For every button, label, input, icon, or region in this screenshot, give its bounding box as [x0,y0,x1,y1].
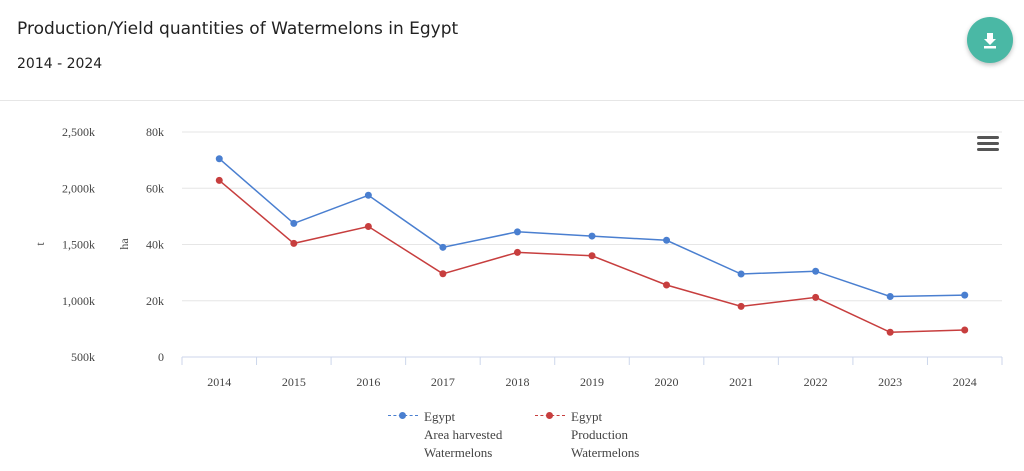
legend-line: Area harvested [424,427,503,442]
data-point-series-1 [215,176,223,184]
data-point-series-0 [364,191,372,199]
legend-line: Production [571,427,629,442]
x-axis-tick-label: 2021 [729,375,753,389]
data-point-series-1 [961,326,969,334]
left-axis-tick-label: 2,000k [62,181,95,195]
x-axis-tick-label: 2016 [356,375,380,389]
data-point-series-1 [364,223,372,230]
data-point-series-0 [439,243,447,251]
data-point-series-0 [737,270,745,278]
data-point-series-1 [513,248,521,256]
data-point-series-1 [663,281,671,289]
right-axis-tick-label: 60k [146,181,164,195]
legend-line: Egypt [424,409,456,424]
right-axis-title: ha [117,238,131,250]
x-axis-tick-label: 2024 [953,375,977,389]
chart-title: Production/Yield quantities of Watermelo… [17,19,459,39]
data-point-series-1 [439,270,447,278]
download-icon [984,33,996,49]
data-point-series-0 [290,219,298,227]
data-point-series-1 [812,293,820,301]
x-axis-tick-label: 2022 [804,375,828,389]
download-button[interactable] [967,17,1013,63]
right-axis-tick-label: 40k [146,238,164,252]
left-axis-title: t [33,242,47,246]
data-point-series-0 [961,291,969,299]
legend-symbol-production [535,408,565,422]
legend-line: Watermelons [571,445,640,460]
x-axis-tick-label: 2015 [282,375,306,389]
legend-symbol-area [388,408,418,422]
data-point-series-1 [886,328,894,336]
x-axis-tick-label: 2014 [207,375,231,389]
chart-plot: 2,500k 80k 2,000k 60k 1,500k 40k 1,000k 20k 500k… [33,125,1003,389]
x-axis-tick-label: 2023 [878,375,902,389]
x-axis-tick-label: 2018 [505,375,529,389]
chart-menu-button[interactable] [977,136,999,154]
series-line-0 [218,158,965,298]
legend-item-area-harvested[interactable]: Egypt Area harvested Watermelons [388,408,502,462]
left-axis-tick-label: 500k [71,350,95,364]
legend-line: Egypt [571,409,603,424]
right-axis-tick-label: 80k [146,125,164,139]
x-axis-tick-label: 2019 [580,375,604,389]
data-point-series-1 [737,302,745,310]
data-point-series-0 [215,155,223,163]
left-axis-tick-label: 1,000k [62,294,95,308]
chart-legend: Egypt Area harvested Watermelons Egypt P… [0,408,1024,468]
right-axis-tick-label: 0 [158,350,164,364]
left-axis-tick-label: 2,500k [62,125,95,139]
left-axis-tick-label: 1,500k [62,238,95,252]
data-point-series-0 [513,228,521,236]
legend-line: Watermelons [424,445,493,460]
data-point-series-0 [588,232,596,240]
data-point-series-1 [290,239,298,247]
x-axis-tick-label: 2020 [655,375,679,389]
data-point-series-1 [588,252,596,260]
data-point-series-0 [812,267,820,275]
hamburger-menu-icon [977,136,999,139]
data-point-series-0 [886,293,894,301]
legend-item-production[interactable]: Egypt Production Watermelons [535,408,639,462]
right-axis-tick-label: 20k [146,294,164,308]
chart-subtitle: 2014 - 2024 [17,56,103,72]
data-point-series-0 [663,236,671,244]
x-axis-tick-label: 2017 [431,375,455,389]
header-divider [0,100,1024,101]
